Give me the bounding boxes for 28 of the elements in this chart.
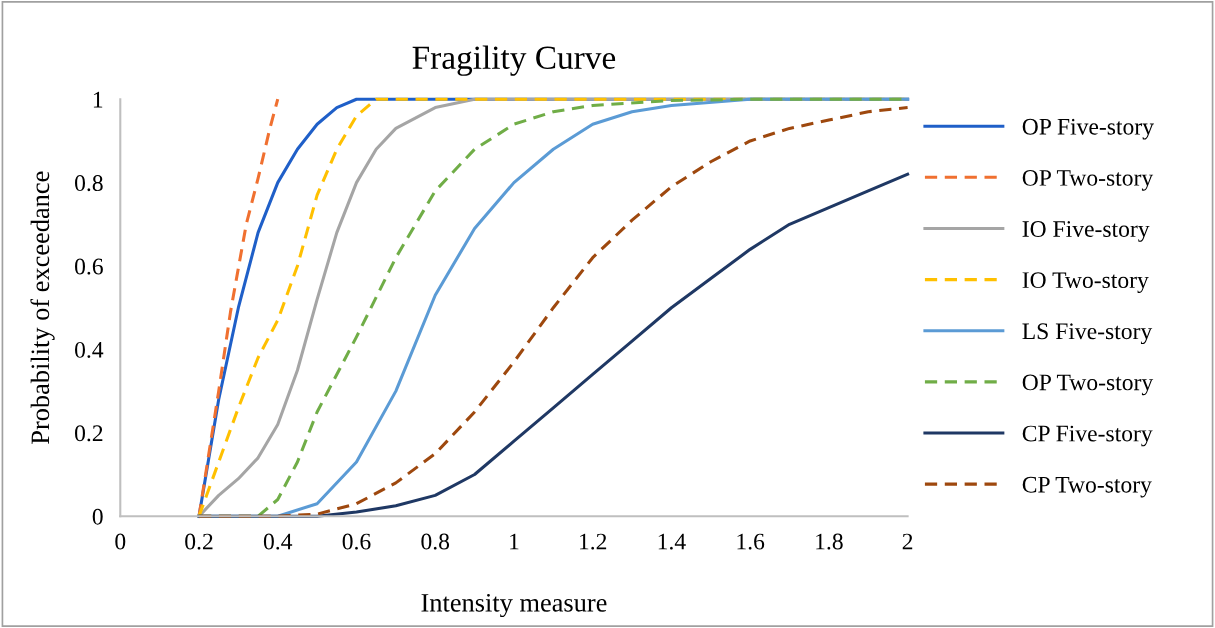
legend-label: OP Two-story: [1022, 169, 1154, 191]
x-tick-label: 0.6: [342, 533, 371, 550]
x-tick-label: 1.2: [580, 533, 607, 550]
x-tick-label: 1.6: [737, 533, 765, 550]
legend-label: CP Two-story: [1022, 476, 1152, 498]
y-tick-label: 0.2: [75, 425, 103, 442]
x-axis-title: Intensity measure: [421, 593, 607, 618]
legend-label: IO Two-story: [1022, 272, 1149, 293]
x-tick-label: 1.4: [658, 533, 686, 550]
x-tick-label: 0.2: [185, 533, 213, 550]
y-tick-label: 0.6: [75, 258, 103, 275]
chart-title: Fragility Curve: [412, 45, 616, 76]
legend-label: OP Two-story: [1022, 374, 1154, 396]
x-tick-label: 2: [902, 533, 913, 550]
y-tick-label: 0: [92, 508, 103, 525]
x-tick-label: 0.4: [263, 533, 293, 550]
y-tick-label: 1: [93, 91, 103, 108]
x-tick-label: 0.8: [421, 533, 450, 550]
y-axis-title: Probability of exceedance: [30, 171, 55, 444]
y-tick-label: 0.8: [75, 175, 103, 192]
legend-label: CP Five-story: [1022, 425, 1153, 447]
x-tick-label: 1.8: [816, 533, 843, 550]
legend-label: OP Five-story: [1022, 118, 1154, 140]
x-tick-label: 1: [510, 533, 519, 550]
legend-label: IO Five-story: [1022, 221, 1150, 242]
legend-label: LS Five-story: [1022, 323, 1153, 345]
y-tick-label: 0.4: [75, 341, 104, 358]
x-tick-label: 0: [115, 533, 126, 550]
